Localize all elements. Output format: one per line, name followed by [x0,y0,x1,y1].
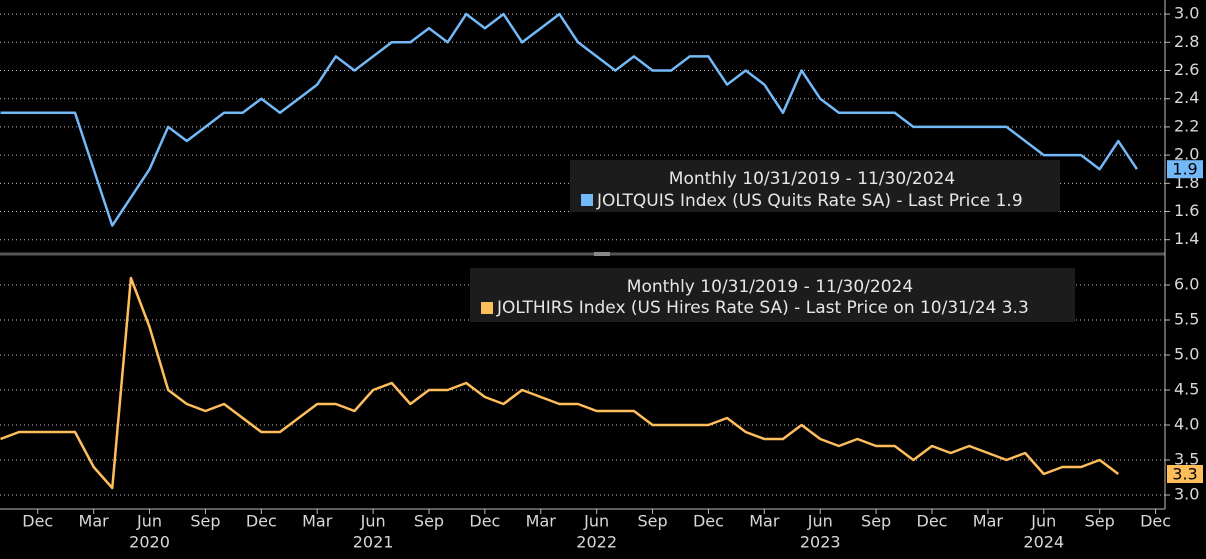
x-tick-label: Mar [973,512,1004,531]
legend-swatch [481,302,493,314]
x-year-label: 2022 [576,533,617,552]
x-tick-label: Dec [469,512,500,531]
y-tick-label: 2.2 [1174,116,1199,135]
x-tick-label: Jun [807,512,833,531]
x-tick-label: Mar [302,512,333,531]
x-tick-label: Sep [861,512,891,531]
y-tick-label: 5.0 [1174,345,1199,364]
x-tick-label: Jun [136,512,162,531]
y-tick-label: 3.5 [1174,450,1199,469]
x-tick-label: Mar [79,512,110,531]
x-tick-label: Jun [360,512,386,531]
y-tick-label: 3.0 [1174,4,1199,23]
y-tick-label: 1.4 [1174,229,1199,248]
legend-title: Monthly 10/31/2019 - 11/30/2024 [627,277,913,297]
x-tick-label: Dec [246,512,277,531]
x-tick-label: Sep [414,512,444,531]
x-tick-label: Sep [1085,512,1115,531]
legend-swatch [581,194,593,206]
x-year-label: 2020 [129,533,170,552]
x-year-label: 2023 [800,533,841,552]
x-tick-label: Mar [526,512,557,531]
last-price-label: 3.3 [1172,465,1197,484]
x-tick-label: Dec [1140,512,1171,531]
x-tick-label: Dec [917,512,948,531]
y-tick-label: 4.0 [1174,415,1199,434]
legend-title: Monthly 10/31/2019 - 11/30/2024 [669,169,955,189]
last-price-box [1167,160,1203,179]
legend-top: Monthly 10/31/2019 - 11/30/2024 JOLTQUIS… [570,160,1060,212]
x-year-label: 2024 [1023,533,1064,552]
x-tick-label: Sep [190,512,220,531]
y-tick-label: 1.6 [1174,201,1199,220]
y-tick-label: 2.8 [1174,32,1199,51]
y-tick-label: 2.4 [1174,88,1199,107]
y-tick-label: 2.0 [1174,145,1199,164]
last-price-box [1167,465,1203,483]
y-tick-label: 4.5 [1174,380,1199,399]
legend-bottom: Monthly 10/31/2019 - 11/30/2024 JOLTHIRS… [470,268,1075,322]
y-tick-label: 6.0 [1174,275,1199,294]
x-tick-label: Dec [693,512,724,531]
x-tick-label: Jun [583,512,609,531]
legend-box [570,160,1060,212]
x-year-label: 2021 [353,533,394,552]
x-tick-label: Sep [637,512,667,531]
x-tick-label: Dec [22,512,53,531]
legend-entry: JOLTQUIS Index (US Quits Rate SA) - Last… [596,191,1023,211]
legend-entry: JOLTHIRS Index (US Hires Rate SA) - Last… [496,298,1029,318]
x-tick-label: Mar [749,512,780,531]
y-tick-label: 3.0 [1174,485,1199,504]
x-tick-label: Jun [1030,512,1056,531]
y-tick-label: 5.5 [1174,310,1199,329]
series-line [0,12,1138,227]
y-tick-label: 2.6 [1174,60,1199,79]
legend-box [470,268,1075,322]
last-price-label: 1.9 [1172,160,1197,179]
series-line [0,276,1120,490]
divider-handle [594,252,610,256]
